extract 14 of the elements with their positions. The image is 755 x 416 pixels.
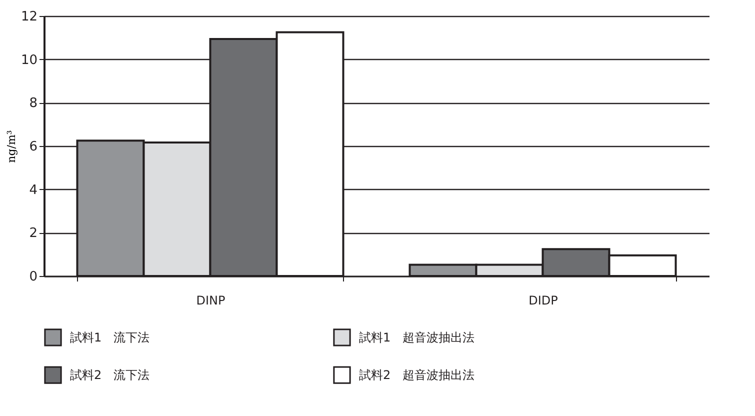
y-tick-label: 12 [20, 10, 38, 24]
legend-label: 試料1 超音波抽出法 [359, 330, 475, 344]
y-tick-label: 2 [29, 226, 38, 242]
y-tick-label: 10 [20, 52, 38, 68]
x-tick-label: DINP [196, 294, 226, 308]
y-tick-label: 0 [29, 270, 38, 284]
x-tick-label: DIDP [528, 294, 558, 308]
y-axis-title: ng/m³ [4, 130, 18, 163]
legend-label: 試料1 流下法 [70, 330, 150, 344]
y-tick-label: 4 [29, 182, 38, 198]
y-tick-label: 6 [29, 140, 38, 154]
y-tick-label: 8 [29, 96, 38, 112]
legend-label: 試料2 超音波抽出法 [359, 368, 475, 382]
legend-label: 試料2 流下法 [70, 368, 150, 382]
